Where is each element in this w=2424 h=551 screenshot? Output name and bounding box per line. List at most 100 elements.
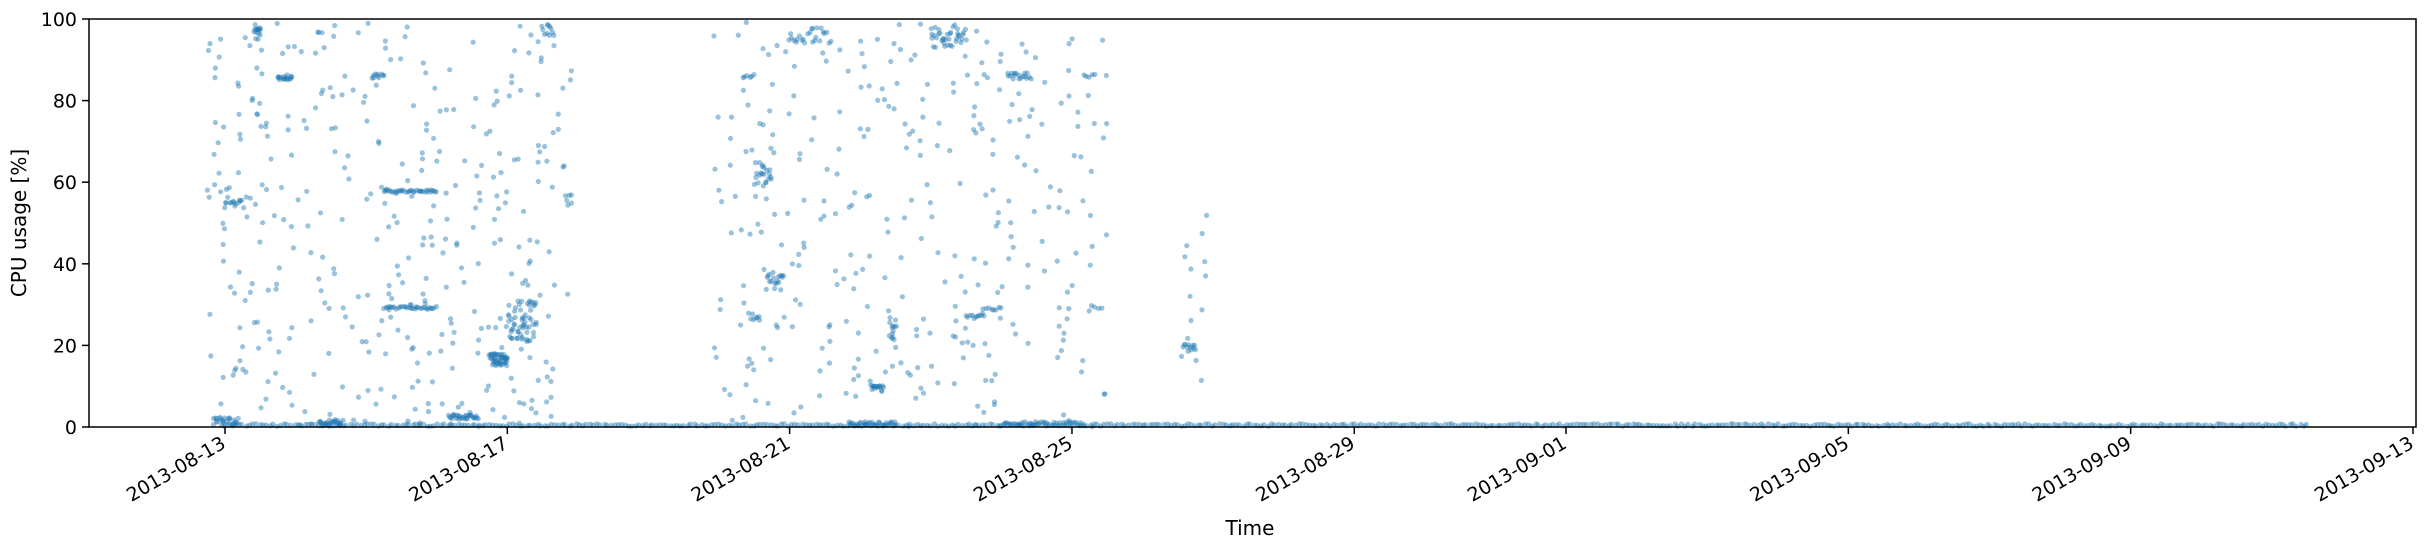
data-point: [1016, 76, 1022, 82]
data-point: [550, 130, 556, 136]
data-point: [222, 415, 228, 421]
data-point: [858, 419, 864, 425]
data-point: [555, 126, 561, 132]
data-point: [796, 262, 802, 269]
data-point: [411, 103, 417, 109]
data-point: [867, 192, 873, 198]
data-point: [728, 135, 734, 141]
data-point: [753, 193, 759, 199]
data-point: [908, 197, 915, 203]
data-point: [1040, 421, 1046, 427]
data-point: [1069, 36, 1075, 42]
data-point: [408, 305, 414, 311]
data-point: [451, 411, 457, 417]
data-point: [832, 268, 839, 274]
data-point: [886, 308, 892, 314]
data-point: [1508, 422, 1514, 428]
data-point: [861, 420, 867, 427]
data-point: [499, 351, 505, 357]
data-point: [537, 292, 543, 298]
data-point: [498, 355, 504, 361]
data-point: [289, 74, 295, 80]
data-point: [381, 72, 387, 79]
data-point: [216, 54, 222, 60]
data-point: [397, 188, 403, 194]
data-point: [871, 421, 878, 427]
data-point: [733, 421, 740, 427]
data-point: [508, 328, 514, 335]
data-point: [252, 22, 258, 28]
data-point: [1190, 342, 1196, 348]
data-point: [960, 355, 966, 361]
data-point: [251, 29, 257, 35]
data-point: [937, 30, 943, 36]
data-point: [475, 350, 481, 356]
data-point: [660, 422, 667, 428]
data-point: [454, 412, 460, 418]
data-point: [717, 306, 723, 313]
data-point: [2293, 423, 2299, 429]
data-point: [400, 280, 406, 286]
data-point: [1130, 421, 1136, 427]
data-point: [565, 202, 571, 208]
data-point: [516, 244, 522, 250]
data-point: [239, 197, 245, 203]
data-point: [432, 189, 438, 195]
data-point: [1010, 244, 1016, 250]
data-point: [873, 348, 879, 354]
data-point: [855, 330, 862, 336]
data-point: [268, 156, 274, 162]
data-point: [971, 113, 977, 119]
data-point: [997, 315, 1004, 321]
data-point: [757, 160, 763, 166]
data-point: [953, 38, 959, 45]
data-point: [888, 419, 894, 425]
data-point: [912, 52, 918, 58]
data-point: [2077, 421, 2083, 427]
data-point: [1672, 421, 1678, 427]
data-point: [1022, 162, 1028, 168]
data-point: [855, 373, 862, 379]
data-point: [1865, 422, 1871, 428]
data-point: [204, 187, 210, 193]
data-point: [492, 351, 499, 357]
data-point: [974, 28, 980, 34]
data-point: [419, 156, 426, 162]
data-point: [992, 371, 998, 377]
data-point: [486, 422, 492, 428]
data-point: [388, 314, 394, 320]
data-point: [587, 421, 594, 427]
data-point: [1411, 421, 1417, 427]
data-point: [444, 216, 450, 222]
data-point: [541, 31, 548, 37]
data-point: [468, 412, 474, 418]
data-point: [535, 92, 541, 98]
data-point: [565, 291, 571, 297]
data-point: [657, 422, 663, 428]
data-point: [800, 421, 806, 427]
data-point: [743, 148, 749, 155]
data-point: [548, 378, 554, 384]
data-point: [523, 277, 529, 284]
data-point: [959, 36, 965, 42]
data-point: [520, 280, 526, 286]
data-point: [322, 421, 328, 427]
data-point: [542, 143, 548, 150]
data-point: [856, 420, 862, 426]
data-point: [868, 382, 874, 388]
data-point: [817, 38, 823, 44]
data-point: [297, 422, 303, 428]
data-point: [935, 380, 941, 386]
data-point: [1728, 421, 1734, 427]
data-point: [217, 414, 223, 420]
data-point: [1054, 420, 1060, 426]
data-point: [419, 150, 425, 156]
data-point: [1626, 421, 1632, 428]
data-point: [221, 226, 228, 232]
data-point: [1008, 421, 1015, 427]
data-point: [973, 314, 979, 320]
data-point: [535, 159, 541, 165]
data-point: [371, 75, 377, 81]
data-point: [1066, 93, 1072, 99]
data-point: [1069, 282, 1075, 289]
